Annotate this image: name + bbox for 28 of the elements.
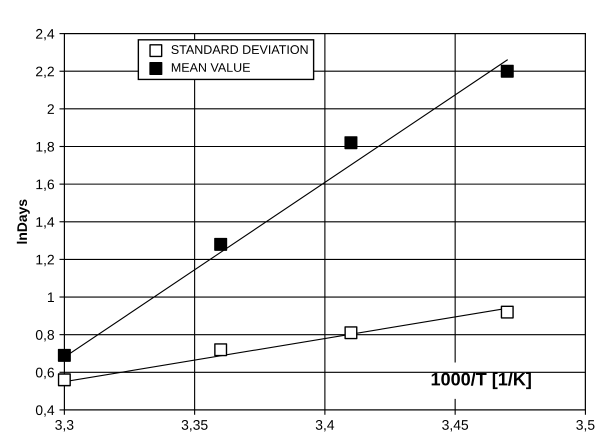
y-tick-label: 0,8 [36,330,54,342]
y-tick-label: 0,4 [36,405,54,417]
point [214,343,228,356]
point [58,348,71,362]
x-tick-label: 3,5 [576,420,594,432]
y-tick-label: 0,6 [36,368,54,380]
point [344,326,358,340]
point [214,238,228,251]
y-tick-label: 1,6 [36,179,54,191]
y-tick-label: 1 [48,292,54,302]
y-tick-label: 1,8 [36,142,54,154]
y-tick-label: 1,4 [36,217,54,229]
point [344,136,358,150]
y-tick-label: 2,4 [36,28,54,40]
x-tick-label: 3,35 [182,420,208,432]
legend-label: STANDARD DEVIATION [171,45,308,54]
point [500,64,514,78]
x-tick-label: 3,3 [55,420,74,432]
legend-label: MEAN VALUE [172,63,250,72]
y-axis-title: lnDays [16,200,30,244]
point [500,306,514,319]
x-axis-title: 1000/T [1/K] [432,372,531,390]
y-tick-label: 1,2 [36,254,54,266]
y-tick-label: 2,2 [36,66,54,78]
point [58,373,71,386]
x-tick-label: 3,45 [442,420,468,432]
y-tick-label: 2 [48,104,54,114]
x-tick-label: 3,4 [316,420,334,432]
